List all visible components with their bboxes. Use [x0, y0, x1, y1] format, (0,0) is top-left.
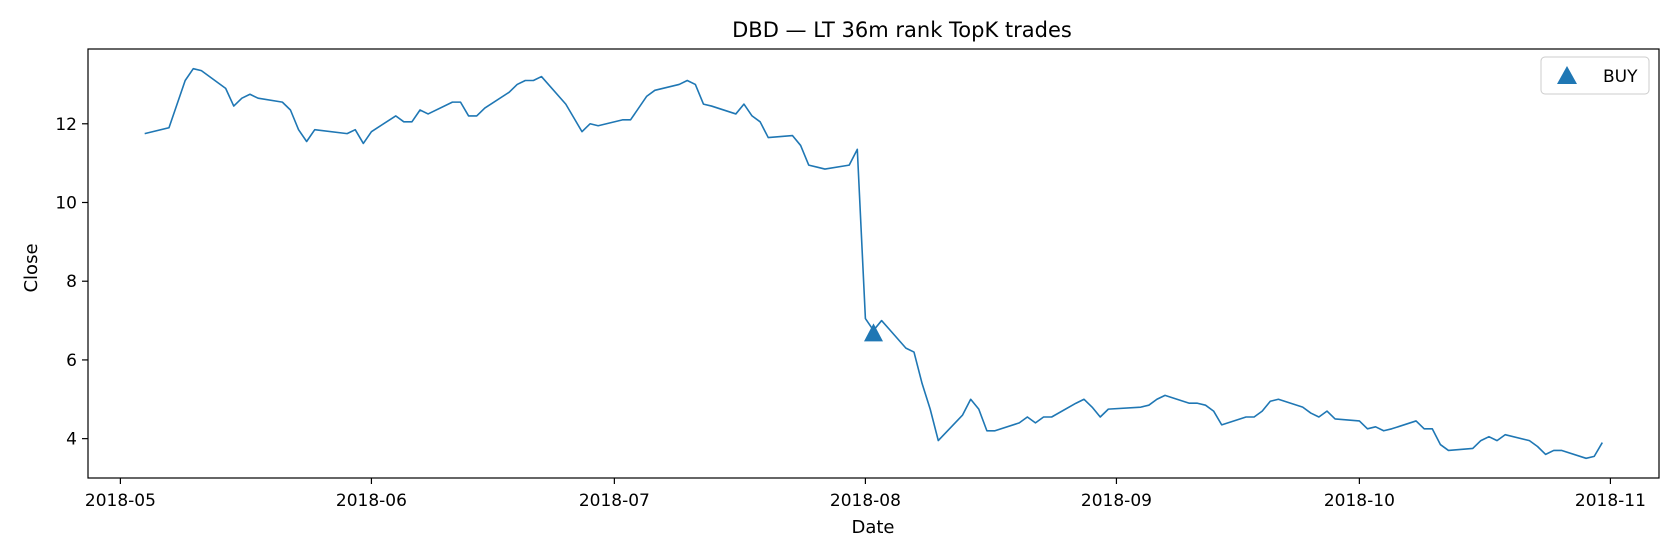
buy-marker-triangle [864, 323, 883, 342]
x-tick-label: 2018-09 [1081, 491, 1152, 511]
x-tick-label: 2018-10 [1324, 491, 1395, 511]
series-layer [144, 67, 1603, 460]
legend-buy-triangle-icon [1557, 66, 1577, 84]
plot-frame [87, 48, 1660, 479]
x-tick-label: 2018-08 [830, 491, 901, 511]
y-tick-label: 10 [55, 193, 77, 213]
close-price-line [144, 67, 1603, 460]
x-axis: 2018-05 2018-06 2018-07 2018-08 2018-09 2018-… [85, 478, 1646, 511]
y-tick-label: 8 [66, 272, 77, 292]
y-tick-label: 4 [66, 430, 77, 450]
x-tick-label: 2018-06 [336, 491, 407, 511]
legend: BUY [1540, 56, 1650, 95]
x-tick-label: 2018-11 [1575, 491, 1646, 511]
y-axis: 4 6 8 10 12 [55, 115, 88, 450]
legend-frame [1540, 56, 1650, 95]
marker-layer [864, 323, 883, 342]
y-tick-label: 6 [66, 351, 77, 371]
legend-buy-label: BUY [1603, 67, 1638, 87]
y-axis-label: Close [21, 243, 42, 292]
x-axis-label: Date [851, 517, 894, 538]
x-tick-label: 2018-07 [579, 491, 650, 511]
y-tick-label: 12 [55, 115, 77, 135]
plot-area: 2018-05 2018-06 2018-07 2018-08 2018-09 2018-… [55, 48, 1660, 511]
chart-title: DBD — LT 36m rank TopK trades [732, 18, 1072, 42]
x-tick-label: 2018-05 [85, 491, 156, 511]
